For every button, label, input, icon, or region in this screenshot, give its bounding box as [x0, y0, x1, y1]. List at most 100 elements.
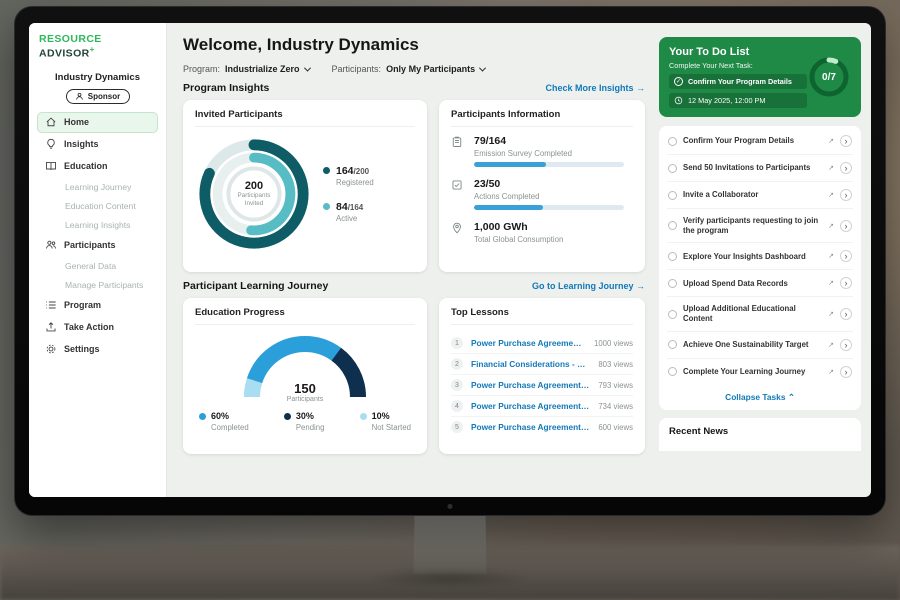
task-label: Send 50 Invitations to Participants [683, 163, 811, 173]
task-label: Complete Your Learning Journey [683, 367, 806, 377]
chevron-right-icon[interactable]: › [840, 277, 852, 290]
info-row-consumption: 1,000 GWh Total Global Consumption [451, 221, 633, 248]
next-task-chip[interactable]: ✓ Confirm Your Program Details [669, 74, 807, 89]
donut-svg [199, 139, 309, 249]
chevron-right-icon[interactable]: › [840, 308, 852, 321]
learning-journey-cards: Education Progress 150 Participants [183, 298, 645, 454]
upload-icon [44, 321, 57, 334]
task-row[interactable]: Invite a Collaborator ↗ › [667, 182, 853, 209]
sidebar-item-take-action[interactable]: Take Action [37, 317, 158, 338]
donut-center-value: 200 [244, 180, 264, 193]
check-more-insights-link[interactable]: Check More Insights → [545, 83, 645, 93]
task-checkbox[interactable] [668, 309, 677, 319]
chevron-right-icon[interactable]: › [840, 162, 852, 174]
card-title: Participants Information [451, 109, 633, 127]
task-row[interactable]: Send 50 Invitations to Participants ↗ › [667, 155, 853, 182]
task-checkbox[interactable] [668, 340, 677, 350]
program-insights-cards: Invited Participants 200 [183, 100, 645, 272]
due-date-chip: 12 May 2025, 12:00 PM [669, 93, 807, 108]
info-value: 1,000 GWh [474, 221, 528, 233]
task-checkbox[interactable] [668, 190, 677, 200]
task-checkbox[interactable] [668, 367, 677, 377]
sidebar-item-learning-journey[interactable]: Learning Journey [65, 181, 132, 192]
task-row[interactable]: Achieve One Sustainability Target ↗ › [667, 332, 853, 359]
task-row[interactable]: Upload Additional Educational Content ↗ … [667, 297, 853, 332]
lesson-link[interactable]: Power Purchase Agreements 101 [471, 338, 586, 348]
progress-ring-svg [809, 57, 849, 97]
go-to-learning-journey-link[interactable]: Go to Learning Journey → [531, 281, 645, 291]
monitor-stand-shadow [370, 570, 530, 588]
info-value: 23/50 [474, 178, 501, 190]
sidebar-item-label: Education [64, 161, 108, 171]
sidebar-item-participants[interactable]: Participants [37, 235, 158, 256]
sidebar-item-general-data[interactable]: General Data [65, 260, 117, 271]
info-value: 79/164 [474, 135, 507, 147]
chevron-right-icon[interactable]: › [840, 338, 852, 351]
lesson-rank: 3 [451, 379, 463, 391]
chevron-right-icon[interactable]: › [840, 219, 852, 232]
legend-item-completed: 60% Completed [199, 411, 249, 432]
lesson-link[interactable]: Power Purchase Agreements 103 [471, 422, 591, 432]
donut-legend: 164/200 Registered 84/164 Active [323, 165, 374, 223]
sidebar-item-home[interactable]: Home [37, 111, 158, 133]
legend-value: 84 [336, 201, 348, 213]
next-task-label: Confirm Your Program Details [688, 77, 792, 86]
lesson-link[interactable]: Financial Considerations - VPPAs [471, 359, 590, 369]
section-title: Program Insights [183, 82, 270, 94]
program-filter-select[interactable]: Industrialize Zero [225, 64, 311, 74]
task-row[interactable]: Verify participants requesting to join t… [667, 209, 853, 244]
sidebar-item-label: Home [64, 117, 90, 127]
legend-dot [359, 413, 367, 420]
clock-icon [674, 96, 683, 105]
task-checkbox[interactable] [668, 278, 677, 288]
lesson-rank: 2 [451, 358, 463, 370]
task-row[interactable]: Confirm Your Program Details ↗ › [667, 128, 853, 155]
task-checkbox[interactable] [668, 163, 677, 173]
sidebar-item-learning-insights[interactable]: Learning Insights [65, 219, 131, 230]
info-label: Emission Survey Completed [474, 149, 572, 158]
open-task-icon: ↗ [828, 311, 834, 319]
task-row[interactable]: Complete Your Learning Journey ↗ › [667, 359, 853, 385]
task-row[interactable]: Upload Spend Data Records ↗ › [667, 270, 853, 298]
task-row[interactable]: Explore Your Insights Dashboard ↗ › [667, 243, 853, 271]
chevron-right-icon[interactable]: › [840, 135, 852, 147]
sidebar-item-settings[interactable]: Settings [37, 339, 158, 360]
participants-filter-value: Only My Participants [386, 64, 476, 74]
lesson-link[interactable]: Power Purchase Agreements 101 [471, 380, 591, 390]
gauge-svg [244, 336, 366, 398]
task-label: Explore Your Insights Dashboard [683, 251, 806, 261]
sidebar-item-manage-participants[interactable]: Manage Participants [65, 279, 144, 290]
legend-total: /200 [353, 167, 370, 176]
sidebar-item-program[interactable]: Program [37, 295, 158, 316]
invited-participants-card: Invited Participants 200 [183, 100, 427, 272]
info-row-survey: 79/164 Emission Survey Completed [451, 135, 633, 167]
chevron-right-icon[interactable]: › [840, 365, 852, 378]
legend-label: Completed [211, 423, 249, 432]
participants-filter-select[interactable]: Only My Participants [386, 64, 487, 74]
sidebar: RESOURCE ADVISOR+ Industry Dynamics Spon… [29, 23, 167, 497]
lesson-rank: 1 [451, 337, 463, 349]
open-task-icon: ↗ [828, 222, 834, 230]
program-filter-value: Industrialize Zero [225, 64, 300, 74]
task-label: Achieve One Sustainability Target [683, 340, 809, 350]
sidebar-nav: Home Insights Education Learning Journey… [37, 111, 158, 360]
legend-label: Pending [295, 423, 325, 432]
chevron-right-icon[interactable]: › [840, 250, 852, 263]
chevron-right-icon[interactable]: › [840, 189, 852, 201]
lesson-views: 600 views [598, 422, 633, 432]
participants-information-card: Participants Information 79/164 Emission… [439, 100, 645, 272]
card-title: Invited Participants [195, 109, 415, 127]
sidebar-item-education-content[interactable]: Education Content [65, 200, 136, 211]
task-checkbox[interactable] [668, 221, 677, 231]
sidebar-item-education[interactable]: Education [37, 156, 158, 177]
progress-fill [474, 205, 543, 210]
gauge-legend: 60% Completed 30% Pending [195, 411, 415, 432]
collapse-tasks-link[interactable]: Collapse Tasks ⌃ [725, 391, 795, 402]
sponsor-badge[interactable]: Sponsor [65, 88, 130, 104]
lesson-link[interactable]: Power Purchase Agreements 102 [471, 401, 591, 411]
task-checkbox[interactable] [668, 251, 677, 261]
sidebar-item-insights[interactable]: Insights [37, 134, 158, 155]
legend-dot [283, 413, 291, 420]
task-label: Invite a Collaborator [683, 190, 759, 200]
task-checkbox[interactable] [668, 136, 677, 146]
